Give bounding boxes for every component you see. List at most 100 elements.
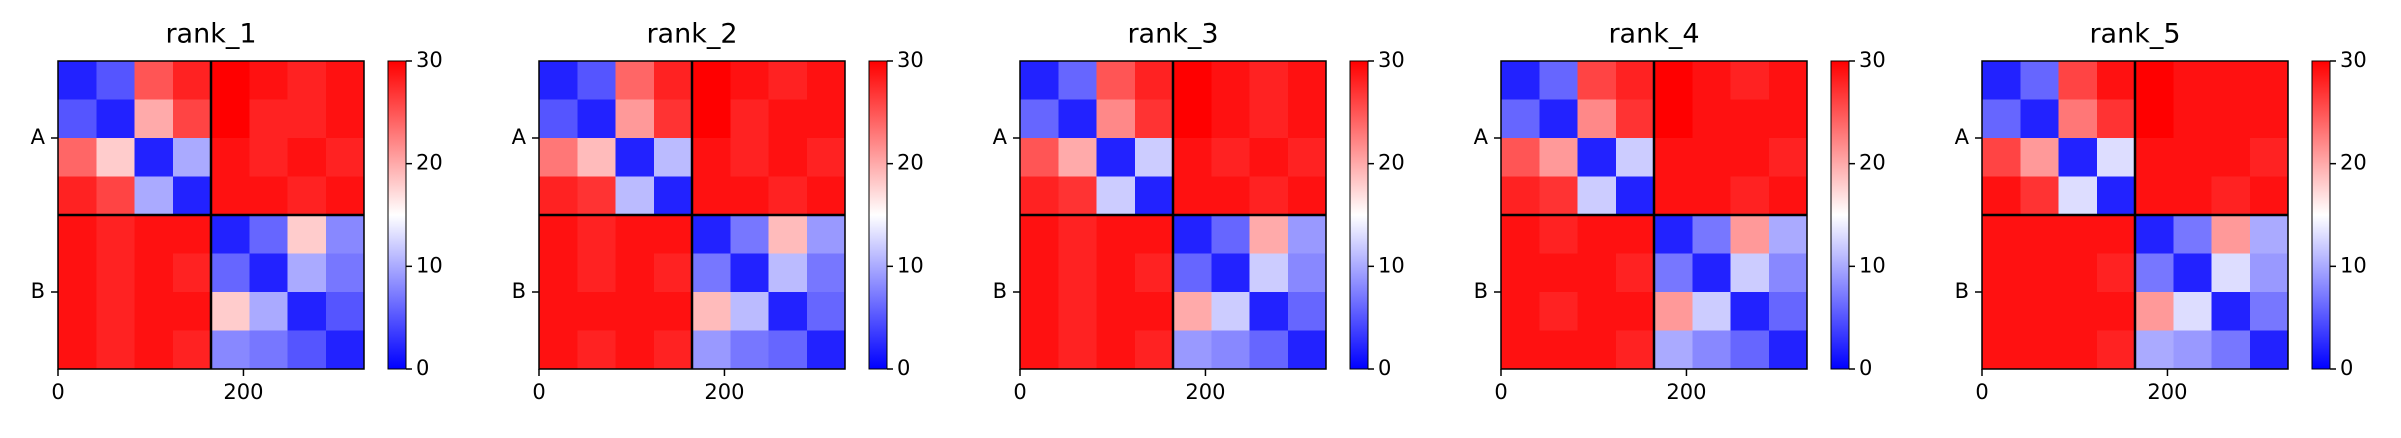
heatmap-cell	[653, 99, 693, 139]
heatmap-cell	[2249, 292, 2289, 331]
heatmap-cell	[2135, 61, 2174, 100]
heatmap-cell	[1730, 253, 1770, 293]
heatmap-cell	[615, 61, 655, 100]
heatmap-cell	[1501, 176, 1540, 216]
plot-frame	[57, 60, 365, 370]
heatmap-cell	[1287, 99, 1327, 139]
heatmap-cell	[653, 253, 693, 293]
heatmap-cell	[1768, 330, 1808, 370]
x-tick-label: 200	[704, 380, 744, 404]
heatmap-cell	[1577, 99, 1617, 139]
y-tick-label: B	[31, 279, 45, 303]
heatmap-cell	[2211, 99, 2251, 139]
heatmap-cell	[2173, 330, 2212, 370]
panel-title: rank_1	[165, 19, 256, 50]
heatmap-cell	[1173, 176, 1212, 216]
heatmap-cell	[1982, 292, 2021, 331]
heatmap-cell	[2096, 330, 2136, 370]
heatmap-cell	[58, 138, 97, 177]
heatmap-cell	[1539, 176, 1578, 216]
heatmap-cell	[2211, 215, 2251, 254]
colorbar-tick-label: 30	[1859, 48, 1886, 72]
heatmap-cell	[692, 138, 731, 177]
heatmap-cell	[653, 292, 693, 331]
heatmap-cell	[172, 138, 212, 177]
heatmap-cell	[692, 99, 731, 139]
colorbar-tick-label: 20	[1859, 151, 1886, 175]
heatmap-cell	[1249, 138, 1289, 177]
panel-title: rank_4	[1608, 19, 1699, 50]
heatmap-cell	[287, 330, 327, 370]
colorbar-tick-label: 0	[1378, 356, 1391, 380]
heatmap-cell	[615, 138, 655, 177]
plot-frame	[1500, 60, 1808, 370]
heatmap-cell	[1577, 330, 1617, 370]
heatmap-cell	[806, 292, 846, 331]
heatmap-cell	[96, 61, 135, 100]
heatmap-cell	[1287, 253, 1327, 293]
heatmap-cell	[1615, 99, 1655, 139]
heatmap-cell	[730, 176, 769, 216]
heatmap-cell	[2211, 330, 2251, 370]
heatmap-cell	[1768, 292, 1808, 331]
heatmap-cell	[1654, 292, 1693, 331]
heatmap-cell	[2173, 215, 2212, 254]
heatmap-cell	[615, 99, 655, 139]
heatmap-cell	[325, 138, 365, 177]
heatmap-cell	[2135, 99, 2174, 139]
heatmap-cell	[539, 176, 578, 216]
heatmap-cell	[2173, 61, 2212, 100]
heatmap-cell	[58, 99, 97, 139]
heatmap-cell	[134, 330, 174, 370]
heatmap-cell	[134, 99, 174, 139]
heatmap-cell	[2058, 61, 2098, 100]
heatmap-cell	[615, 176, 655, 216]
heatmap-cell	[172, 253, 212, 293]
heatmap-cell	[692, 215, 731, 254]
heatmap-cell	[2211, 61, 2251, 100]
heatmap-cell	[1096, 330, 1136, 370]
heatmap-cell	[1768, 138, 1808, 177]
heatmap-cell	[2058, 292, 2098, 331]
heatmap-cell	[2249, 215, 2289, 254]
heatmap-cell	[2058, 176, 2098, 216]
colorbar-tick-label: 0	[2340, 356, 2353, 380]
heatmap-cell	[1654, 215, 1693, 254]
heatmap-cell	[1211, 215, 1250, 254]
heatmap-cell	[1982, 61, 2021, 100]
heatmap-cell	[287, 253, 327, 293]
x-tick-label: 0	[1494, 380, 1507, 404]
heatmap-cell	[1249, 292, 1289, 331]
heatmap-cell	[1173, 253, 1212, 293]
x-tick-label: 0	[532, 380, 545, 404]
heatmap-cell	[1539, 292, 1578, 331]
heatmap-cell	[2096, 99, 2136, 139]
heatmap-cell	[2020, 215, 2059, 254]
heatmap-cell	[211, 138, 250, 177]
heatmap-cell	[1134, 138, 1174, 177]
heatmap-cell	[1211, 292, 1250, 331]
colorbar-tick-label: 30	[416, 48, 443, 72]
heatmap-cell	[1577, 253, 1617, 293]
heatmap-cell	[1020, 330, 1059, 370]
heatmap-cell	[539, 253, 578, 293]
colorbar	[387, 60, 407, 370]
heatmap-cell	[1020, 253, 1059, 293]
heatmap-cell	[1539, 253, 1578, 293]
heatmap-cell	[58, 176, 97, 216]
heatmap-cell	[730, 330, 769, 370]
heatmap-cell	[1020, 176, 1059, 216]
heatmap-cell	[2096, 292, 2136, 331]
heatmap-cell	[249, 215, 288, 254]
heatmap-cell	[1615, 138, 1655, 177]
x-tick-label: 200	[1185, 380, 1225, 404]
heatmap-cell	[1211, 138, 1250, 177]
heatmap-cell	[1539, 330, 1578, 370]
heatmap-cell	[1020, 215, 1059, 254]
heatmap-cell	[2249, 99, 2289, 139]
colorbar	[1830, 60, 1850, 370]
y-tick-label: A	[31, 125, 46, 149]
heatmap-cell	[806, 330, 846, 370]
heatmap-cell	[1134, 61, 1174, 100]
plot-frame	[1019, 60, 1327, 370]
